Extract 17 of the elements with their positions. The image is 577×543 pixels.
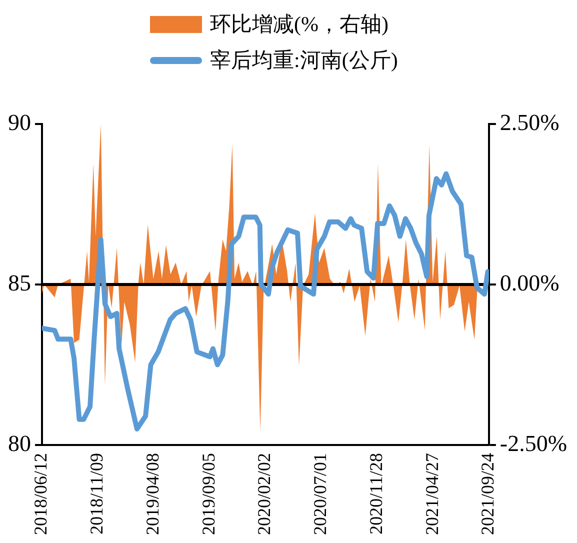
x-tick-label: 2020/07/01 [310,453,330,536]
x-tick-label: 2020/11/28 [366,453,386,534]
x-tick-label: 2021/09/24 [478,453,498,536]
x-tick-label: 2019/04/08 [142,453,162,536]
y-tick-label: 80 [8,431,31,456]
x-tick-label: 2020/02/02 [254,453,274,536]
x-tick-label: 2018/06/12 [30,453,51,536]
x-tick-label: 2019/09/05 [198,453,218,536]
x-tick-label: 2018/11/09 [86,453,107,534]
y2-tick-label: 2.50% [500,110,560,136]
y-tick-label: 90 [8,110,31,136]
x-tick-label: 2021/04/27 [422,453,442,536]
legend-label: 环比增减(%，右轴) [210,11,388,38]
legend-label: 宰后均重:河南(公斤) [210,47,398,74]
y2-tick-label: -2.50% [500,431,568,456]
y2-tick-label: 0.00% [500,270,560,296]
y-tick-label: 85 [8,270,31,296]
